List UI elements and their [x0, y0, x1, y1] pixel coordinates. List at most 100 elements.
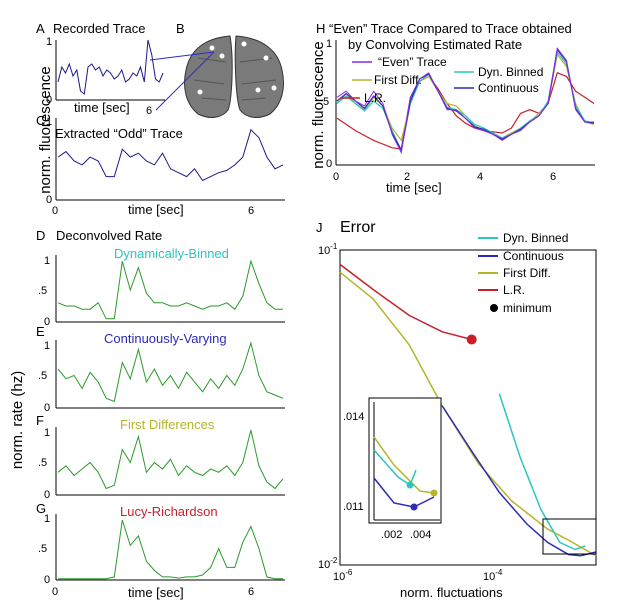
inset-xtick-004: .004: [410, 529, 431, 541]
panel-j-zoom-box: [542, 518, 597, 555]
brain-marker: [271, 85, 277, 91]
legend-j-cont-label: Continuous: [503, 249, 564, 263]
panel-d-rate-line: [57, 259, 283, 320]
panel-letter-f: F: [36, 413, 44, 428]
panel-g-ytick-0: 0: [44, 574, 50, 586]
panel-g-rate-line: [58, 519, 283, 580]
panel-g-xtick-0: 0: [52, 586, 58, 598]
panel-a-trace-line: [57, 39, 164, 95]
panel-j-ytick-top: 10-1: [318, 242, 338, 257]
panel-h-xtick-2: 2: [404, 171, 410, 183]
panel-letter-c: C: [36, 113, 45, 128]
panel-f-method-label: First Differences: [120, 417, 215, 432]
panel-e-rate-line: [57, 341, 284, 403]
legend-h-cont-label: Continuous: [478, 81, 539, 95]
panel-letter-g: G: [36, 501, 46, 516]
legend-h-lr-label: L.R.: [364, 91, 386, 105]
panel-c-title: Extracted “Odd” Trace: [55, 126, 183, 141]
inset-dyn-binned-minimum: [406, 481, 414, 489]
panel-e-ytick-1: 1: [44, 340, 50, 352]
panel-j-axes-frame: [339, 249, 597, 566]
panel-c-xtick-0: 0: [52, 205, 58, 217]
panel-h-title-line1: “Even” Trace Compared to Trace obtained: [329, 21, 572, 36]
panel-d-ytick-05: .5: [38, 285, 47, 297]
panel-j-dyn-binned-line: [498, 393, 586, 551]
legend-j-dyn-label: Dyn. Binned: [503, 231, 568, 245]
brain-marker: [255, 87, 261, 93]
panel-f-ytick-05: .5: [38, 457, 47, 469]
panel-g-method-label: Lucy-Richardson: [120, 504, 218, 519]
panel-f: F First Differences 1 .5 0: [36, 413, 285, 501]
panel-j-xtick-left: 10-6: [333, 568, 353, 583]
panel-j-title: Error: [340, 219, 376, 236]
panel-h-ylabel: norm. fluorescence: [310, 41, 327, 169]
panel-e: E Continuously-Varying 1 .5 0: [36, 324, 285, 414]
panel-j-xlabel: norm. fluctuations: [400, 585, 503, 600]
panel-a-xtick-6: 6: [146, 105, 152, 117]
panel-j-first-diff-line: [339, 271, 597, 557]
panel-a-ytick-0: 0: [46, 94, 52, 106]
panel-e-ytick-0: 0: [44, 402, 50, 414]
panel-d-title: Deconvolved Rate: [56, 228, 162, 243]
panel-letter-h: H: [316, 21, 325, 36]
panel-d-method-label: Dynamically-Binned: [114, 246, 229, 261]
panel-letter-j: J: [316, 220, 323, 235]
panel-j-inset: .014 .011 .002 .004: [343, 397, 442, 541]
panel-e-method-label: Continuously-Varying: [104, 331, 227, 346]
inset-ytick-014: .014: [343, 411, 364, 423]
panel-letter-b: B: [176, 21, 185, 36]
panel-h-ytick-1: 1: [326, 38, 332, 50]
brain-marker: [241, 41, 247, 47]
panel-c-xtick-6: 6: [248, 205, 254, 217]
panel-h-title-line2: by Convolving Estimated Rate: [348, 37, 522, 52]
brain-sulci: [193, 57, 277, 101]
panel-j-ytick-bottom: 10-2: [318, 556, 338, 571]
panel-g-ytick-1: 1: [44, 513, 50, 525]
panel-c-ytick-0: 0: [46, 194, 52, 206]
legend-h-even-label: “Even” Trace: [378, 55, 447, 69]
panel-letter-e: E: [36, 324, 45, 339]
panel-b-brain-diagram: B: [149, 21, 284, 118]
panel-a-ytick-1: 1: [46, 36, 52, 48]
inset-frame: [368, 397, 442, 524]
panel-j-xtick-mid: 10-4: [483, 568, 503, 583]
panel-c-ytick-1: 1: [46, 116, 52, 128]
legend-h-first-diff-label: First Diff.: [374, 73, 422, 87]
legend-j-minimum-label: minimum: [503, 301, 552, 315]
brain-right-hemisphere: [234, 35, 284, 118]
panel-j-lr-line: [339, 263, 472, 341]
panel-d-ytick-0: 0: [44, 316, 50, 328]
brain-marker: [263, 55, 269, 61]
panel-c-xlabel: time [sec]: [128, 202, 184, 217]
legend-j-lr-label: L.R.: [503, 283, 525, 297]
panel-c-trace-line: [57, 128, 284, 182]
inset-continuous-line: [373, 477, 435, 508]
panel-g-ytick-05: .5: [38, 543, 47, 555]
panel-e-ytick-05: .5: [38, 370, 47, 382]
panel-d: Dynamically-Binned 1 .5 0: [38, 246, 285, 328]
panel-letter-d: D: [36, 228, 45, 243]
inset-dyn-binned-line: [373, 449, 417, 487]
inset-xtick-002: .002: [381, 529, 402, 541]
inset-first-diff-minimum: [430, 489, 438, 497]
brain-pointer-line: [155, 51, 215, 111]
legend-j-minimum-marker: [490, 304, 498, 312]
brain-left-hemisphere: [184, 35, 233, 118]
panel-g-xlabel: time [sec]: [128, 585, 184, 600]
brain-marker: [197, 89, 203, 95]
panel-h-lr-line: [336, 72, 595, 150]
panel-h-ytick-05: .5: [320, 96, 329, 108]
legend-h-dyn-label: Dyn. Binned: [478, 65, 543, 79]
panel-f-rate-line: [57, 429, 284, 490]
panel-j: J Error 10-1 10-2 10-6 10-4 norm. fluctu…: [316, 219, 597, 600]
panel-h-ytick-0: 0: [326, 158, 332, 170]
brain-pointer-line: [149, 51, 215, 61]
ylabel-rate-left: norm. rate (hz): [9, 371, 26, 469]
panel-h-xtick-6: 6: [550, 171, 556, 183]
panel-j-continuous-line: [441, 405, 597, 557]
panel-h-xtick-0: 0: [333, 171, 339, 183]
panel-g: G Lucy-Richardson 1 .5 0 0 6 time [sec]: [36, 501, 285, 600]
panel-h: H “Even” Trace Compared to Trace obtaine…: [310, 21, 595, 195]
legend-j-fd-label: First Diff.: [503, 266, 551, 280]
